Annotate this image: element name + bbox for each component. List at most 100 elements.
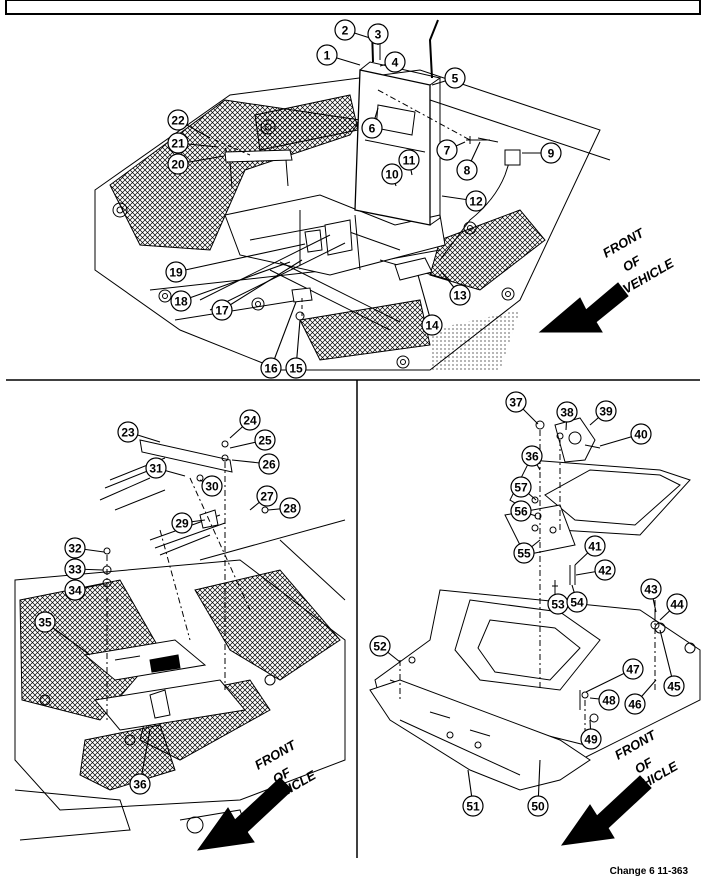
callout-number: 56 [514,505,528,519]
callout-number: 22 [171,114,185,128]
callout-40: 40 [599,423,652,447]
callout-31: 31 [145,457,186,479]
callout-number: 21 [171,137,185,151]
callout-28: 28 [267,497,301,519]
top-frame [5,0,701,15]
callout-number: 45 [667,680,681,694]
callout-number: 16 [264,362,278,376]
callout-26: 26 [231,453,280,475]
callout-number: 7 [444,144,451,158]
callout-16: 16 [260,301,297,379]
callout-47: 47 [585,658,644,693]
callout-number: 15 [289,362,303,376]
callout-number: 55 [517,547,531,561]
callout-number: 8 [464,164,471,178]
callout-number: 40 [634,428,648,442]
callout-number: 9 [548,147,555,161]
callout-number: 41 [588,540,602,554]
callout-7: 7 [436,139,466,161]
callout-2: 2 [334,19,371,41]
callout-20: 20 [167,153,225,175]
callout-50: 50 [527,759,549,817]
callout-1: 1 [316,44,361,66]
callout-38: 38 [556,401,578,431]
callout-29: 29 [171,512,206,534]
callout-number: 49 [584,733,598,747]
bottom-right-artwork [369,417,701,791]
callout-53: 53 [547,593,569,615]
callout-number: 34 [68,584,82,598]
callout-number: 38 [560,406,574,420]
callout-42: 42 [575,559,616,581]
callout-39: 39 [589,400,617,426]
callout-36: 36 [129,729,151,795]
callout-number: 47 [626,663,640,677]
callout-number: 36 [525,450,539,464]
callout-number: 13 [453,289,467,303]
callout-48: 48 [589,689,620,711]
front-label-left-1: FRONT [252,737,299,773]
callout-25: 25 [229,429,276,451]
callout-56: 56 [510,500,537,522]
callout-41: 41 [574,535,606,566]
callout-32: 32 [64,537,105,559]
callout-49: 49 [580,719,602,750]
callout-number: 5 [452,72,459,86]
callout-44: 44 [659,593,688,621]
callout-number: 31 [149,462,163,476]
callout-number: 27 [260,490,274,504]
callout-6: 6 [361,107,383,139]
callout-number: 11 [403,154,416,168]
callout-number: 44 [670,598,684,612]
callout-number: 23 [121,426,135,440]
callout-number: 6 [369,122,376,136]
callout-4: 4 [379,51,406,73]
callout-number: 54 [570,596,584,610]
callout-number: 2 [342,24,349,38]
callout-27: 27 [249,485,278,511]
callout-number: 50 [531,800,545,814]
callout-51: 51 [462,769,484,817]
callout-15: 15 [285,319,307,379]
callout-number: 17 [215,304,229,318]
page-footer: Change 6 11-363 [609,866,688,877]
callout-12: 12 [441,190,487,212]
callout-number: 32 [68,542,82,556]
callout-number: 35 [38,616,52,630]
callout-8: 8 [456,141,481,181]
callout-5: 5 [431,67,466,89]
top-panel-artwork [94,19,611,372]
callout-number: 24 [243,414,257,428]
callout-57: 57 [510,476,537,501]
callout-number: 29 [175,517,189,531]
callout-18: 18 [170,261,291,312]
callout-number: 10 [385,168,399,182]
callout-46: 46 [624,679,657,715]
callout-22: 22 [167,109,211,139]
front-label-top-1: FRONT [600,225,647,261]
callout-number: 30 [205,480,219,494]
callout-number: 19 [169,266,183,280]
callout-number: 14 [425,319,439,333]
callout-34: 34 [64,579,104,601]
callout-number: 48 [602,694,616,708]
callout-number: 57 [514,481,528,495]
callout-number: 18 [174,295,188,309]
bottom-left-artwork [14,439,346,841]
callout-layer: 12 34567891011121314151617181920212223242… [34,19,688,817]
callout-19: 19 [165,243,306,283]
callout-number: 39 [599,405,613,419]
callout-number: 20 [171,158,185,172]
callout-52: 52 [369,635,401,663]
callout-10: 10 [381,163,403,187]
callout-number: 46 [628,698,642,712]
callout-number: 1 [324,49,331,63]
callout-37: 37 [505,391,539,425]
callout-number: 42 [598,564,612,578]
callout-33: 33 [64,558,104,580]
front-of-vehicle-arrow-top: FRONT OF VEHICLE [538,225,677,333]
callout-number: 43 [644,583,658,597]
callout-24: 24 [229,409,261,439]
